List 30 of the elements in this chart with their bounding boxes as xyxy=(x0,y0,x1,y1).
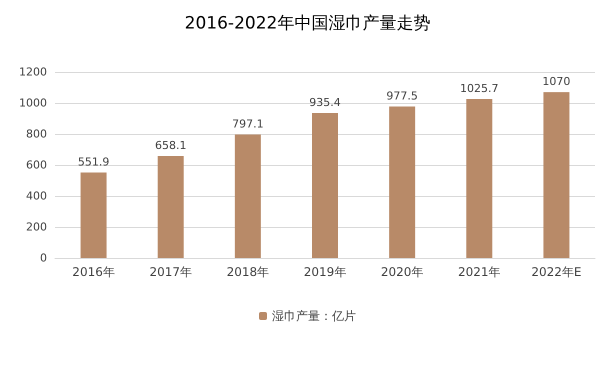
y-tick-label: 0 xyxy=(40,252,47,264)
data-label: 1070 xyxy=(542,75,570,88)
data-label: 935.4 xyxy=(309,96,341,110)
bar xyxy=(543,92,570,258)
data-label: 977.5 xyxy=(386,89,418,102)
y-tick-label: 400 xyxy=(26,190,47,202)
y-tick-label: 1200 xyxy=(19,66,47,78)
y-tick-label: 800 xyxy=(26,128,47,140)
bar xyxy=(389,106,416,258)
bar xyxy=(80,172,107,258)
x-tick-label: 2016年 xyxy=(72,265,115,279)
x-tick-label: 2020年 xyxy=(380,265,424,279)
x-tick-label: 2022年E xyxy=(531,265,582,279)
bar xyxy=(234,134,261,258)
data-label: 658.1 xyxy=(154,138,186,152)
y-tick-label: 200 xyxy=(26,220,47,234)
data-label: 797.1 xyxy=(232,117,264,130)
y-tick-label: 600 xyxy=(26,158,47,172)
bar xyxy=(312,113,338,258)
x-tick-label: 2021年 xyxy=(458,265,501,279)
x-tick-label: 2019年 xyxy=(304,265,346,279)
y-tick-label: 1000 xyxy=(19,96,47,110)
data-label: 551.9 xyxy=(78,155,110,168)
x-tick-label: 2018年 xyxy=(226,265,270,279)
bar xyxy=(158,156,184,258)
x-tick-label: 2017年 xyxy=(149,265,192,279)
legend-label: 湿巾产量：亿片 xyxy=(272,309,356,323)
bar xyxy=(466,99,492,258)
chart-title: 2016-2022年中国湿巾产量走势 xyxy=(184,14,430,34)
data-label: 1025.7 xyxy=(460,82,499,96)
